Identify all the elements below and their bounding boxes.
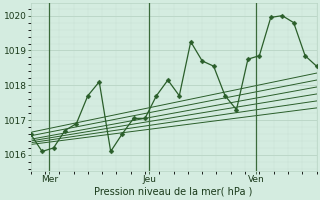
X-axis label: Pression niveau de la mer( hPa ): Pression niveau de la mer( hPa ) bbox=[94, 187, 253, 197]
